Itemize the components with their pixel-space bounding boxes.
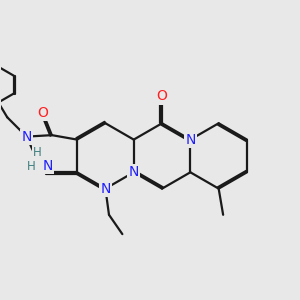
Text: N: N <box>100 182 111 196</box>
Text: N: N <box>21 130 32 144</box>
Text: N: N <box>185 133 196 147</box>
Text: O: O <box>38 106 48 120</box>
Text: N: N <box>42 159 52 173</box>
Text: H: H <box>33 146 41 160</box>
Text: O: O <box>157 89 167 103</box>
Text: H: H <box>27 160 35 173</box>
Text: N: N <box>128 165 139 179</box>
